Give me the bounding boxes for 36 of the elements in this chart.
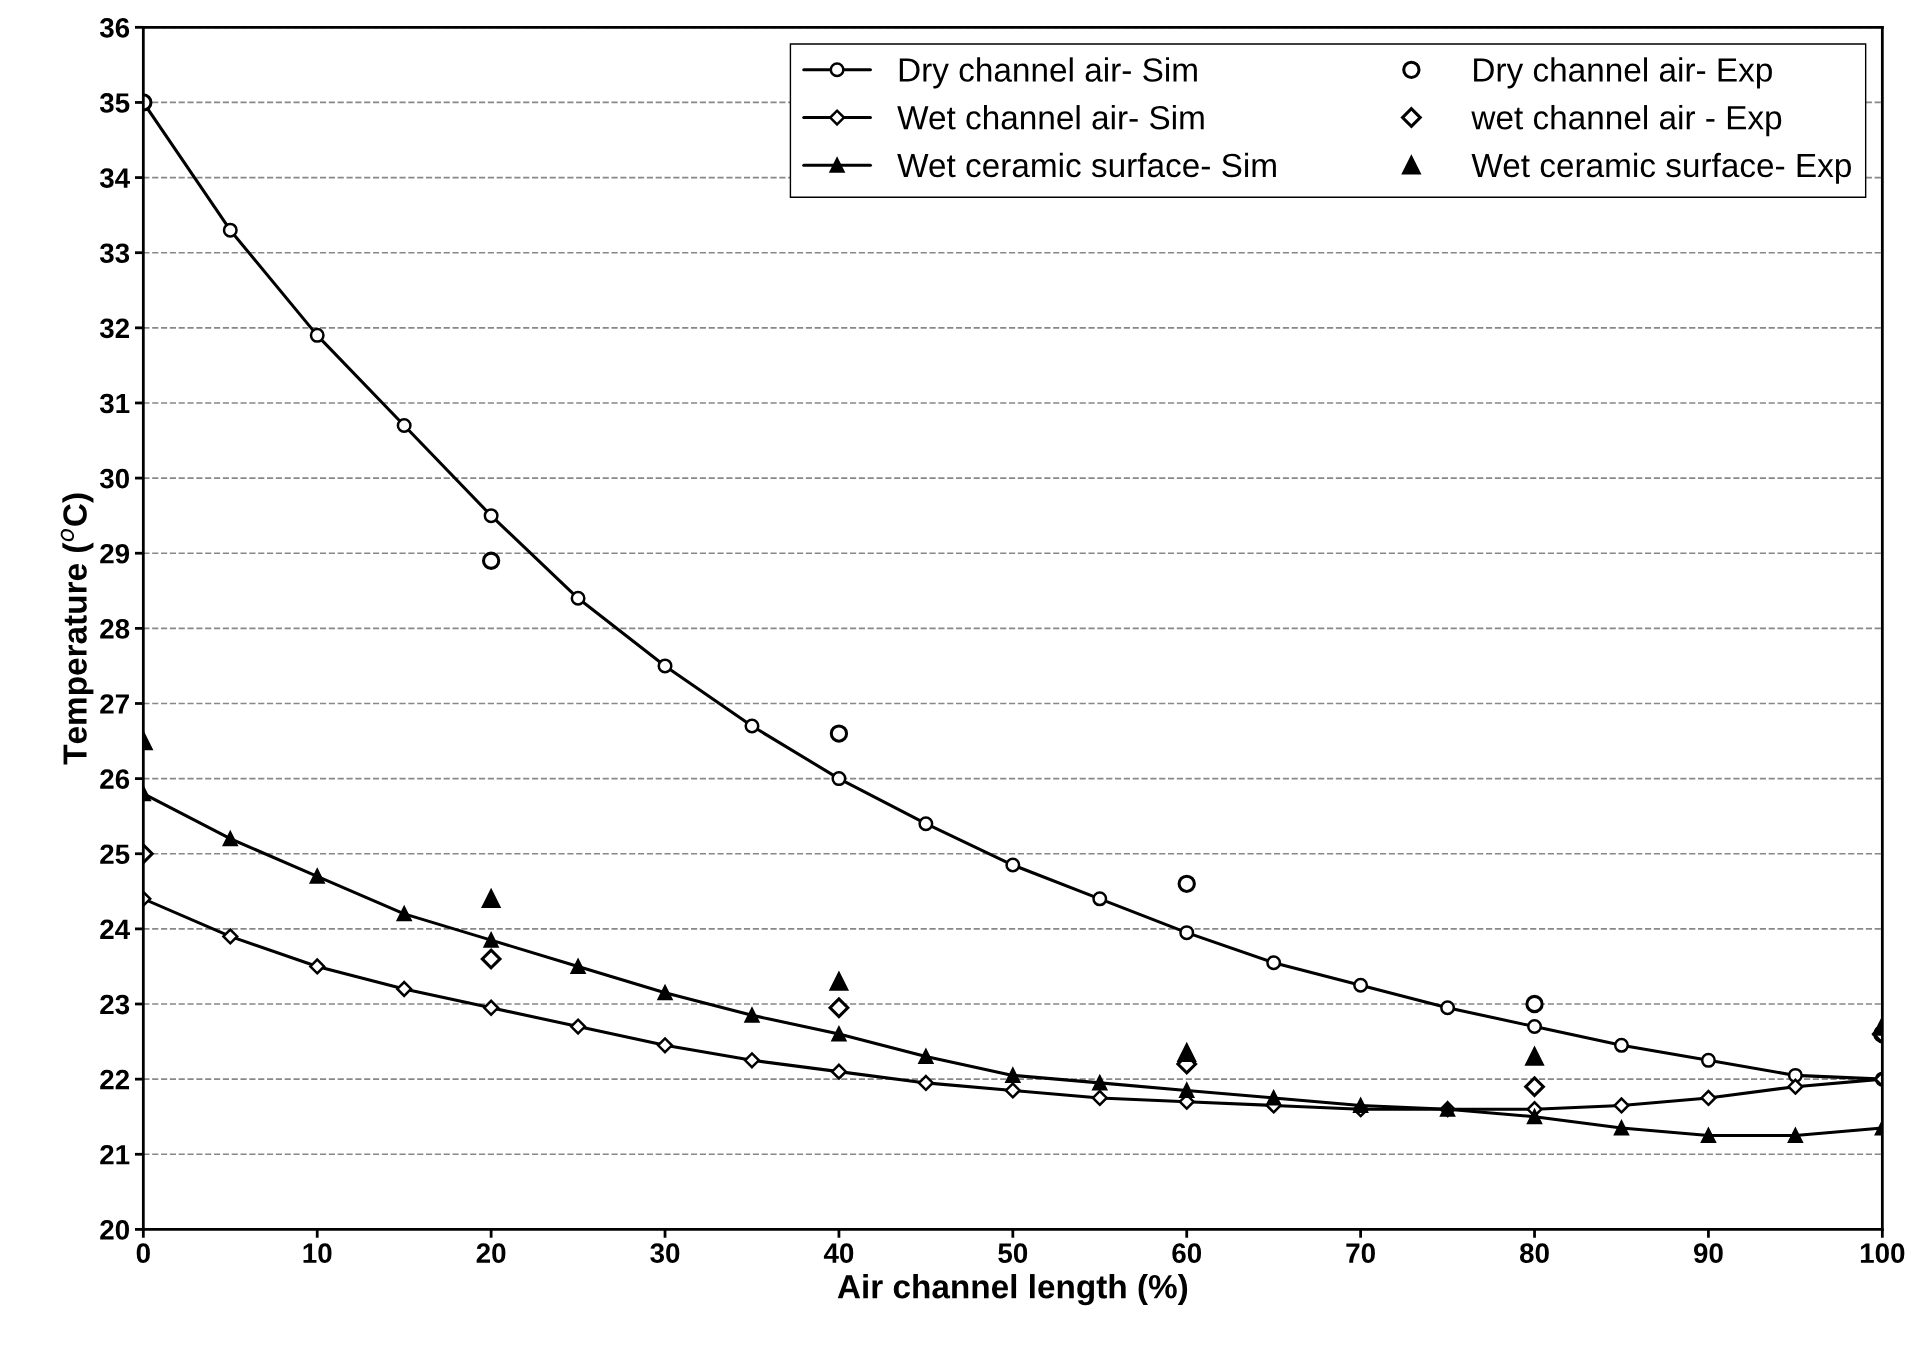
y-tick-label: 26: [100, 769, 130, 789]
y-tick-label: 35: [99, 93, 130, 113]
legend-label: Wet channel air- Sim: [897, 105, 1204, 130]
y-tick-label: 32: [99, 318, 130, 339]
x-tick-label: 70: [1346, 1243, 1375, 1263]
y-tick-label: 34: [99, 168, 130, 188]
x-tick-label: 40: [823, 1243, 854, 1263]
y-tick-label: 22: [100, 1069, 130, 1090]
y-tick-label: 23: [100, 994, 130, 1015]
y-tick-label: 24: [100, 919, 130, 939]
x-tick-label: 60: [1172, 1243, 1202, 1263]
y-tick-label: 31: [99, 393, 130, 414]
y-tick-label: 27: [100, 694, 129, 714]
y-tick-label: 20: [100, 1220, 129, 1240]
y-tick-label: 28: [100, 619, 130, 639]
x-axis-title: Air channel length (%): [837, 1274, 1188, 1306]
x-tick-label: 90: [1693, 1243, 1723, 1263]
x-tick-label: 100: [1860, 1243, 1905, 1263]
x-tick-label: 30: [650, 1243, 680, 1264]
y-axis-title: Temperature ($^{o}$C): [60, 493, 94, 765]
y-tick-label: 25: [100, 844, 130, 865]
legend-label: Wet ceramic surface- Exp: [1471, 152, 1851, 184]
legend-label: Wet ceramic surface- Sim: [897, 152, 1276, 178]
y-tick-label: 30: [99, 468, 129, 489]
x-tick-label: 80: [1519, 1243, 1549, 1263]
legend-label: Dry channel air- Exp: [1474, 57, 1772, 89]
y-tick-label: 21: [100, 1144, 130, 1165]
legend-label: Dry channel air- Sim: [899, 57, 1197, 89]
y-tick-label: 29: [100, 543, 130, 564]
x-tick-label: 10: [303, 1243, 332, 1263]
legend-label: wet channel air - Exp: [1471, 105, 1782, 137]
y-tick-label: 33: [99, 243, 130, 264]
x-tick-label: 0: [136, 1243, 150, 1263]
x-tick-label: 50: [998, 1243, 1028, 1263]
x-tick-label: 20: [476, 1243, 506, 1263]
y-tick-label: 36: [99, 17, 130, 38]
